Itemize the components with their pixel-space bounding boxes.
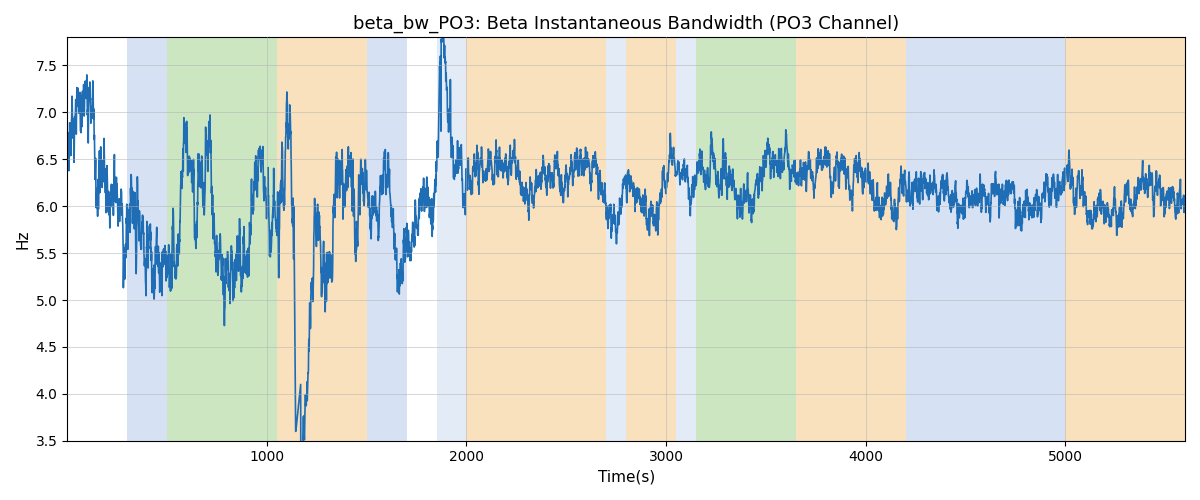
Bar [277,38,367,440]
Bar [606,38,626,440]
Bar [906,38,1066,440]
Bar [1066,38,1184,440]
Bar [696,38,796,440]
Bar [676,38,696,440]
Bar [796,38,906,440]
Bar [127,38,167,440]
Y-axis label: Hz: Hz [16,230,30,249]
X-axis label: Time(s): Time(s) [598,470,655,485]
Bar [467,38,606,440]
Bar [367,38,407,440]
Bar [626,38,676,440]
Bar [437,38,467,440]
Title: beta_bw_PO3: Beta Instantaneous Bandwidth (PO3 Channel): beta_bw_PO3: Beta Instantaneous Bandwidt… [353,15,899,34]
Bar [167,38,277,440]
